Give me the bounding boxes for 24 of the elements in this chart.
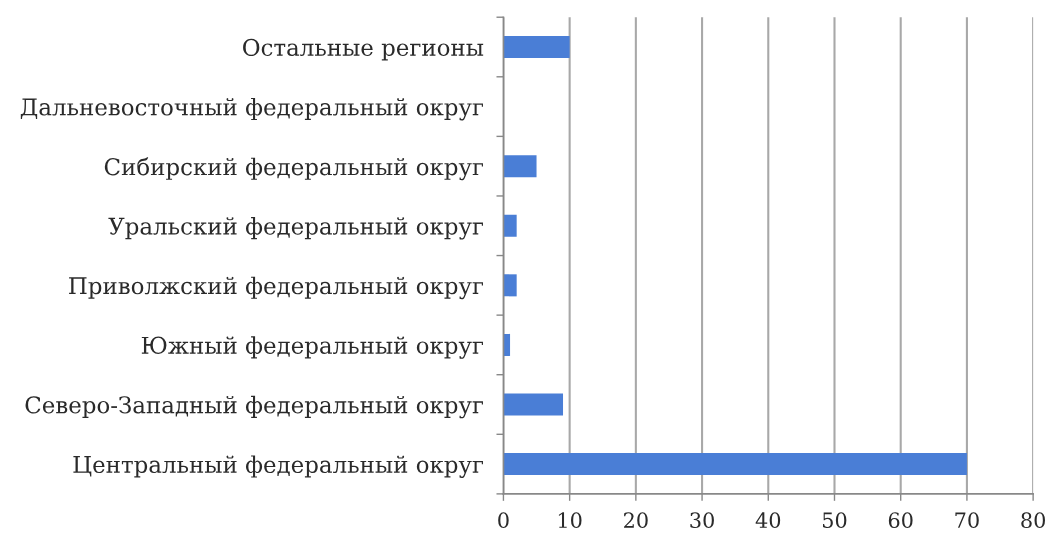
y-tick-label: Дальневосточный федеральный округ xyxy=(20,97,483,121)
y-tick-label: Южный федеральный округ xyxy=(141,336,483,359)
x-tick-label: 10 xyxy=(558,512,582,529)
bar xyxy=(503,35,570,59)
bar xyxy=(503,333,511,356)
x-tick-label: 50 xyxy=(823,512,847,529)
bar xyxy=(503,274,517,297)
bar xyxy=(503,393,564,416)
bar xyxy=(503,155,537,178)
x-tick-label: 80 xyxy=(1021,512,1045,529)
y-tick-label: Центральный федеральный округ xyxy=(73,455,483,478)
bar xyxy=(503,214,517,237)
y-tick-label: Остальные регионы xyxy=(243,38,484,61)
x-tick-label: 30 xyxy=(690,512,714,529)
x-tick-label: 20 xyxy=(624,512,648,529)
x-tick-label: 60 xyxy=(888,512,913,529)
y-tick-label: Сибирский федеральный округ xyxy=(104,157,483,181)
y-tick-label: Уральский федеральный округ xyxy=(108,217,483,240)
x-tick-label: 70 xyxy=(955,512,979,529)
x-tick-label: 40 xyxy=(755,512,781,529)
bar xyxy=(503,453,967,476)
y-tick-label: Приволжский федеральный округ xyxy=(69,276,483,300)
x-tick-label: 0 xyxy=(498,512,509,529)
y-tick-label: Северо-Западный федеральный округ xyxy=(25,395,483,419)
